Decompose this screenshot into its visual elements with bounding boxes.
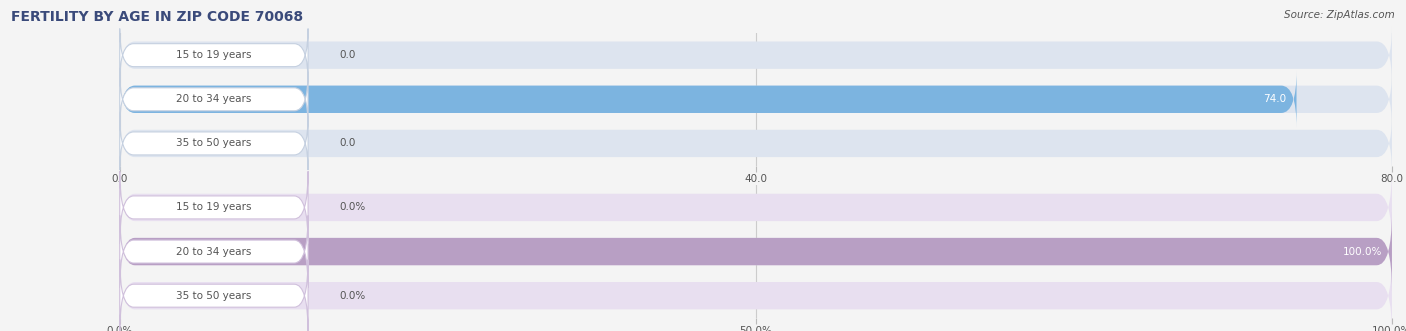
Text: 74.0: 74.0 <box>1263 94 1286 104</box>
Text: 35 to 50 years: 35 to 50 years <box>176 138 252 148</box>
Text: 0.0: 0.0 <box>340 50 356 60</box>
FancyBboxPatch shape <box>120 117 308 170</box>
FancyBboxPatch shape <box>120 212 1392 291</box>
Text: 20 to 34 years: 20 to 34 years <box>176 247 252 257</box>
Text: 0.0%: 0.0% <box>340 203 366 213</box>
FancyBboxPatch shape <box>120 260 308 331</box>
FancyBboxPatch shape <box>120 71 1392 128</box>
FancyBboxPatch shape <box>120 212 1392 291</box>
Text: 0.0%: 0.0% <box>340 291 366 301</box>
Text: Source: ZipAtlas.com: Source: ZipAtlas.com <box>1284 10 1395 20</box>
FancyBboxPatch shape <box>120 257 1392 331</box>
Text: FERTILITY BY AGE IN ZIP CODE 70068: FERTILITY BY AGE IN ZIP CODE 70068 <box>11 10 304 24</box>
FancyBboxPatch shape <box>120 215 308 288</box>
FancyBboxPatch shape <box>120 71 1296 128</box>
Text: 15 to 19 years: 15 to 19 years <box>176 203 252 213</box>
FancyBboxPatch shape <box>120 171 308 244</box>
FancyBboxPatch shape <box>120 168 1392 247</box>
Text: 20 to 34 years: 20 to 34 years <box>176 94 252 104</box>
FancyBboxPatch shape <box>120 115 1392 172</box>
Text: 15 to 19 years: 15 to 19 years <box>176 50 252 60</box>
Text: 35 to 50 years: 35 to 50 years <box>176 291 252 301</box>
Text: 100.0%: 100.0% <box>1343 247 1382 257</box>
FancyBboxPatch shape <box>120 28 308 82</box>
FancyBboxPatch shape <box>120 26 1392 84</box>
FancyBboxPatch shape <box>120 73 308 126</box>
Text: 0.0: 0.0 <box>340 138 356 148</box>
